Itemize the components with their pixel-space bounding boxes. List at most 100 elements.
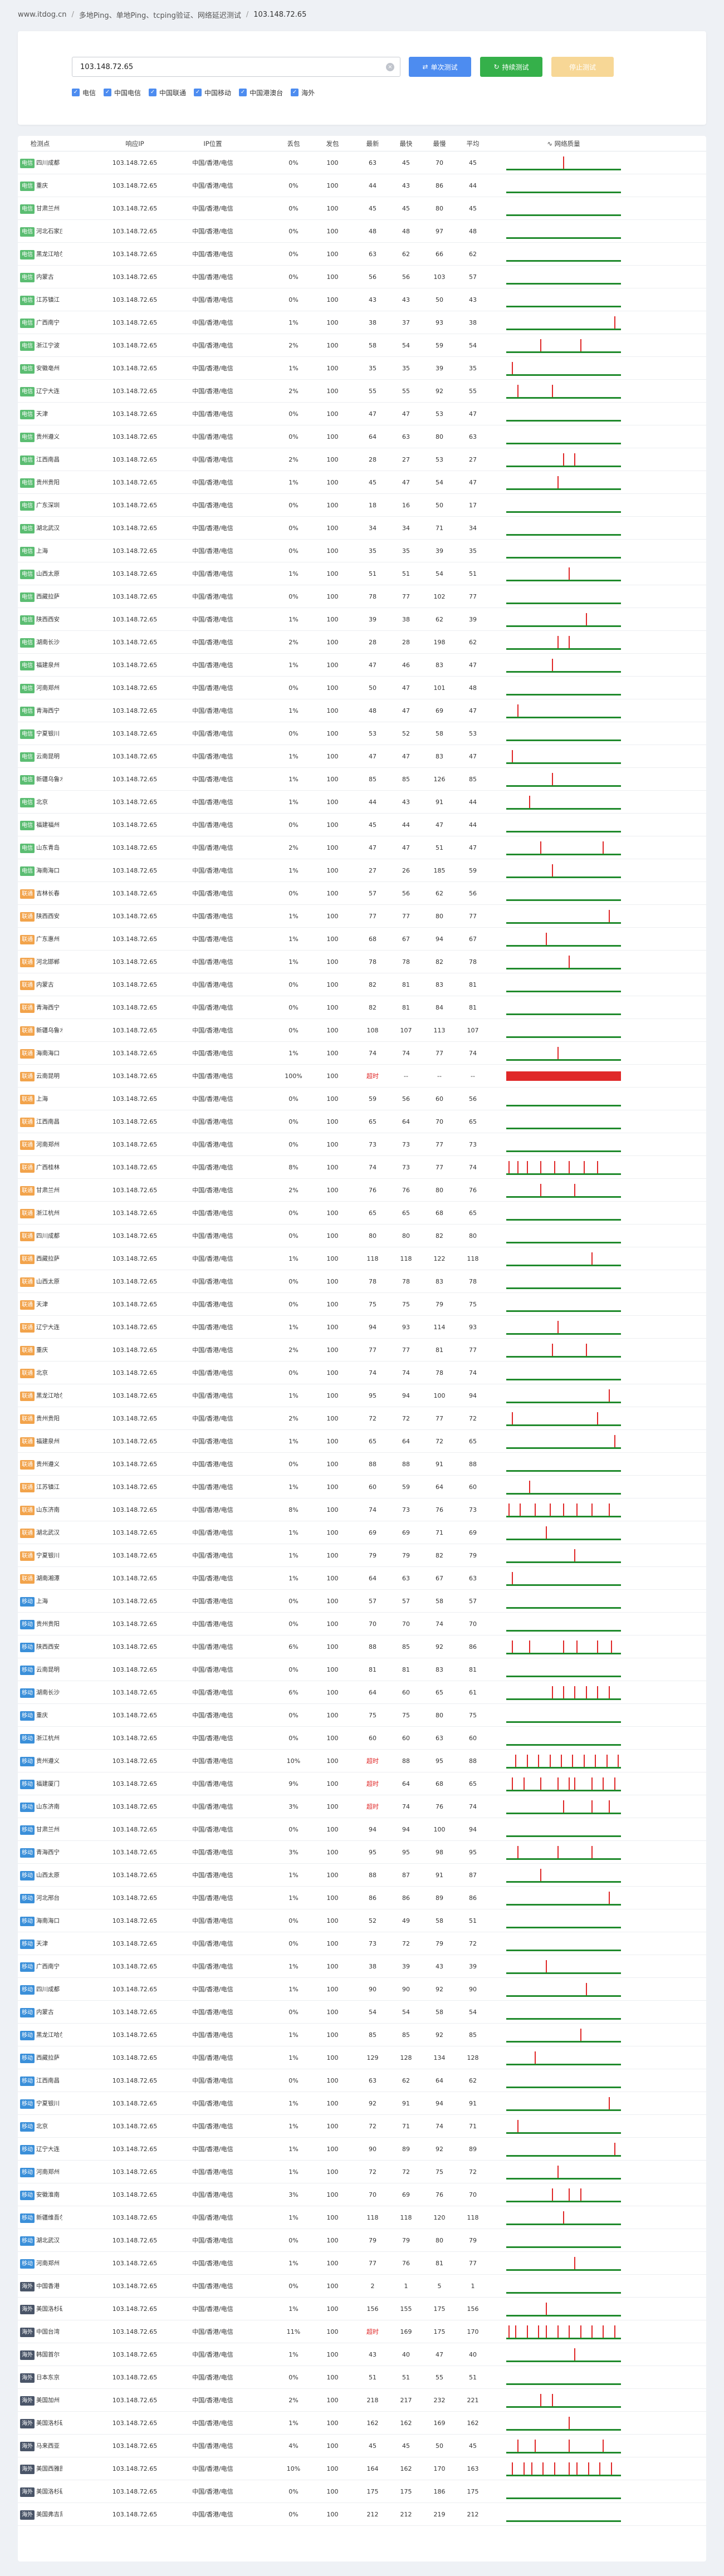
stop-test-button[interactable]: 停止测试 (551, 57, 614, 77)
network-quality-sparkline (506, 474, 621, 491)
latest-cell: 82 (369, 1004, 376, 1011)
header-location[interactable]: 检测点 (30, 140, 50, 148)
header-ip-location[interactable]: IP位置 (203, 140, 222, 148)
slowest-cell: 185 (433, 867, 446, 874)
fastest-cell: 40 (402, 2351, 410, 2358)
single-test-button[interactable]: ⇄ 单次测试 (409, 57, 471, 77)
response-ip-cell: 103.148.72.65 (112, 1826, 158, 1833)
sent-cell: 100 (326, 844, 339, 851)
ip-location-cell: 中国/香港/电信 (192, 1164, 233, 1171)
slowest-cell: 82 (436, 1232, 443, 1240)
filter-checkbox[interactable]: ✓ 电信 (72, 88, 96, 97)
fastest-cell: 35 (402, 365, 410, 372)
header-loss[interactable]: 丢包 (287, 140, 300, 148)
filter-checkbox[interactable]: ✓ 中国移动 (194, 88, 231, 97)
ip-location-cell: 中国/香港/电信 (192, 1894, 233, 1902)
sparkline-loss-mark (574, 1686, 575, 1698)
header-slowest[interactable]: 最慢 (433, 140, 446, 148)
table-row: 电信 浙江宁波 103.148.72.65 中国/香港/电信 2% 100 58 54 59 54 (18, 334, 706, 357)
sparkline-svg (506, 899, 621, 901)
filter-checkbox[interactable]: ✓ 中国港澳台 (239, 88, 283, 97)
sparkline-loss-mark (512, 2462, 513, 2475)
sent-cell: 100 (326, 1849, 339, 1856)
slowest-cell: 39 (436, 365, 443, 372)
location-name: 宁夏银川 (36, 730, 60, 737)
isp-badge: 电信 (20, 638, 35, 648)
location-name: 四川成都 (36, 1232, 60, 1240)
slowest-cell: 97 (436, 228, 443, 235)
latest-cell: 77 (369, 1346, 376, 1354)
table-row: 电信 广西南宁 103.148.72.65 中国/香港/电信 1% 100 38 37 93 38 (18, 311, 706, 334)
breadcrumb: www.itdog.cn / 多地Ping、单地Ping、tcping验证、网络… (18, 8, 306, 21)
header-latest[interactable]: 最新 (366, 140, 379, 148)
fastest-cell: 155 (400, 2305, 412, 2313)
table-row: 联通 吉林长春 103.148.72.65 中国/香港/电信 0% 100 57 56 62 56 (18, 882, 706, 905)
ip-location-cell: 中国/香港/电信 (192, 456, 233, 463)
loss-cell: 1% (288, 958, 299, 966)
fastest-cell: 118 (400, 1255, 412, 1262)
sparkline-loss-mark (586, 1344, 587, 1356)
sent-cell: 100 (326, 205, 339, 212)
sparkline-baseline (506, 2155, 621, 2157)
sparkline-baseline (506, 1173, 621, 1175)
breadcrumb-home[interactable]: www.itdog.cn (18, 10, 67, 19)
fastest-cell: 59 (402, 1483, 410, 1491)
continuous-test-button[interactable]: ↻ 持续测试 (480, 57, 542, 77)
sparkline-loss-mark (580, 2325, 581, 2338)
location-name: 福建厦门 (36, 1780, 60, 1787)
filter-checkbox[interactable]: ✓ 中国电信 (104, 88, 141, 97)
slowest-cell: 78 (436, 1369, 443, 1377)
response-ip-cell: 103.148.72.65 (112, 1872, 158, 1879)
location-cell: 移动 湖北武汉 (18, 2229, 62, 2252)
filter-checkbox[interactable]: ✓ 中国联通 (149, 88, 186, 97)
filter-checkbox[interactable]: ✓ 海外 (291, 88, 315, 97)
location-name: 美国洛杉矶 (36, 2420, 62, 2427)
header-average[interactable]: 平均 (466, 140, 480, 148)
loss-cell: 10% (286, 1757, 301, 1765)
close-circle-icon[interactable]: × (386, 63, 394, 71)
sparkline-baseline (506, 488, 621, 490)
sparkline-loss-mark (529, 796, 530, 808)
location-name: 北京 (36, 799, 48, 806)
average-cell: 45 (469, 159, 477, 166)
slowest-cell: 75 (436, 2168, 443, 2176)
latest-cell: 74 (369, 1369, 376, 1377)
sparkline-svg (506, 2029, 621, 2043)
search-input[interactable] (72, 57, 381, 76)
sparkline-loss-mark (609, 1504, 610, 1516)
header-sent[interactable]: 发包 (326, 140, 339, 148)
sparkline-svg (506, 2292, 621, 2294)
table-row: 移动 辽宁大连 103.148.72.65 中国/香港/电信 1% 100 90 89 92 89 (18, 2138, 706, 2161)
response-ip-cell: 103.148.72.65 (112, 296, 158, 303)
latest-cell: 64 (369, 1689, 376, 1696)
average-cell: 118 (467, 1255, 479, 1262)
sparkline-loss-mark (614, 2143, 615, 2155)
isp-badge: 联通 (20, 1391, 35, 1401)
sparkline-baseline (506, 2383, 621, 2385)
header-quality[interactable]: ∿ 网络质量 (506, 136, 621, 151)
average-cell: 94 (469, 1392, 477, 1399)
sent-cell: 100 (326, 2374, 339, 2381)
isp-badge: 移动 (20, 2030, 35, 2040)
breadcrumb-tool[interactable]: 多地Ping、单地Ping、tcping验证、网络延迟测试 (79, 11, 241, 20)
latest-cell: 75 (369, 1301, 376, 1308)
header-fastest[interactable]: 最快 (399, 140, 413, 148)
location-cell: 电信 福建泉州 (18, 654, 62, 677)
sparkline-baseline (506, 1196, 621, 1198)
sparkline-baseline (506, 2109, 621, 2111)
isp-badge: 海外 (20, 2464, 35, 2474)
location-name: 西藏拉萨 (36, 1255, 60, 1262)
location-cell: 联通 山西太原 (18, 1270, 62, 1293)
ip-location-cell: 中国/香港/电信 (192, 479, 233, 486)
header-response-ip[interactable]: 响应IP (125, 140, 144, 148)
location-name: 江苏镇江 (36, 296, 60, 303)
loss-cell: 1% (288, 2305, 299, 2313)
sparkline-loss-mark (517, 2120, 518, 2132)
loss-cell: 0% (288, 2009, 299, 2016)
isp-badge: 电信 (20, 706, 35, 716)
fastest-cell: 212 (400, 2511, 412, 2518)
response-ip-cell: 103.148.72.65 (112, 2100, 158, 2107)
response-ip-cell: 103.148.72.65 (112, 1164, 158, 1171)
table-row: 电信 安徽亳州 103.148.72.65 中国/香港/电信 1% 100 35 35 39 35 (18, 357, 706, 380)
location-cell: 电信 云南昆明 (18, 745, 62, 768)
